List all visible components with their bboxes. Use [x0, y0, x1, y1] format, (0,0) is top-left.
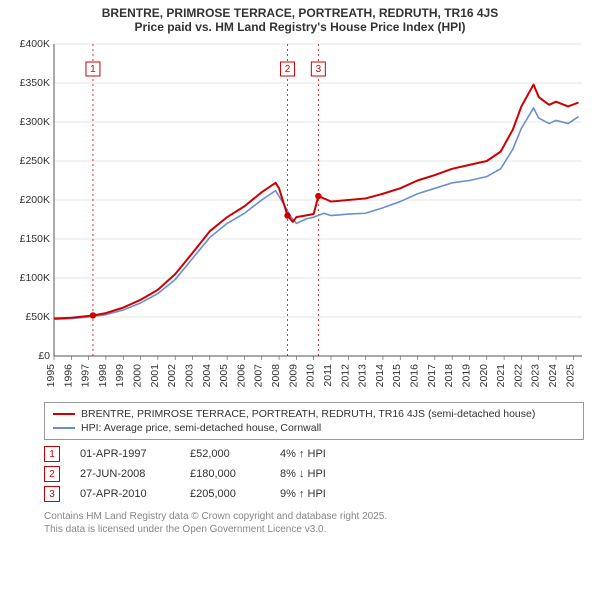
- event-date: 01-APR-1997: [80, 448, 170, 460]
- svg-text:2003: 2003: [183, 364, 195, 388]
- svg-text:2013: 2013: [357, 364, 369, 388]
- svg-text:2006: 2006: [235, 364, 247, 388]
- title-line-1: BRENTRE, PRIMROSE TERRACE, PORTREATH, RE…: [10, 6, 590, 20]
- svg-text:2005: 2005: [218, 364, 230, 388]
- svg-text:2002: 2002: [166, 364, 178, 388]
- svg-text:£400K: £400K: [20, 38, 50, 50]
- event-number-badge: 3: [44, 486, 60, 502]
- svg-text:2022: 2022: [512, 364, 524, 388]
- event-date: 27-JUN-2008: [80, 468, 170, 480]
- svg-text:1997: 1997: [80, 364, 92, 388]
- footnote-line: This data is licensed under the Open Gov…: [44, 523, 584, 536]
- svg-text:£300K: £300K: [20, 116, 50, 128]
- svg-text:2020: 2020: [478, 364, 490, 388]
- svg-text:1: 1: [90, 64, 96, 75]
- title-line-2: Price paid vs. HM Land Registry's House …: [10, 20, 590, 34]
- svg-text:2015: 2015: [391, 364, 403, 388]
- legend-label: BRENTRE, PRIMROSE TERRACE, PORTREATH, RE…: [81, 408, 535, 420]
- svg-text:2011: 2011: [322, 364, 334, 387]
- event-change: 4% ↑ HPI: [280, 448, 360, 460]
- svg-text:2004: 2004: [201, 364, 213, 388]
- event-number-badge: 2: [44, 466, 60, 482]
- svg-text:2025: 2025: [564, 364, 576, 388]
- svg-text:£0: £0: [38, 350, 50, 362]
- svg-text:£100K: £100K: [20, 272, 50, 284]
- svg-text:£50K: £50K: [25, 311, 50, 323]
- legend: BRENTRE, PRIMROSE TERRACE, PORTREATH, RE…: [44, 402, 584, 440]
- svg-text:£250K: £250K: [20, 155, 50, 167]
- legend-row: BRENTRE, PRIMROSE TERRACE, PORTREATH, RE…: [53, 407, 575, 421]
- svg-text:£150K: £150K: [20, 233, 50, 245]
- chart-area: £0 £50K £100K £150K £200K £250K £300K £350K £400…: [10, 36, 590, 396]
- svg-text:2012: 2012: [339, 364, 351, 388]
- svg-text:2000: 2000: [132, 364, 144, 388]
- svg-text:2010: 2010: [305, 364, 317, 388]
- svg-text:2016: 2016: [409, 364, 421, 388]
- svg-text:1996: 1996: [62, 364, 74, 388]
- event-number-badge: 1: [44, 446, 60, 462]
- legend-row: HPI: Average price, semi-detached house,…: [53, 421, 575, 435]
- svg-text:2024: 2024: [547, 364, 559, 388]
- event-row: 2 27-JUN-2008 £180,000 8% ↓ HPI: [44, 464, 584, 484]
- chart-svg: £0 £50K £100K £150K £200K £250K £300K £350K £400…: [10, 36, 590, 396]
- legend-swatch: [53, 413, 75, 415]
- event-row: 3 07-APR-2010 £205,000 9% ↑ HPI: [44, 484, 584, 504]
- event-price: £205,000: [190, 488, 260, 500]
- svg-text:2: 2: [285, 64, 291, 75]
- svg-text:1998: 1998: [97, 364, 109, 388]
- svg-text:2008: 2008: [270, 364, 282, 388]
- event-change: 8% ↓ HPI: [280, 468, 360, 480]
- svg-text:1995: 1995: [45, 364, 57, 388]
- svg-text:2001: 2001: [149, 364, 161, 388]
- legend-label: HPI: Average price, semi-detached house,…: [81, 422, 321, 434]
- footnote: Contains HM Land Registry data © Crown c…: [44, 510, 584, 536]
- svg-text:1999: 1999: [114, 364, 126, 388]
- svg-text:2018: 2018: [443, 364, 455, 388]
- svg-text:2009: 2009: [287, 364, 299, 388]
- event-change: 9% ↑ HPI: [280, 488, 360, 500]
- event-date: 07-APR-2010: [80, 488, 170, 500]
- chart-title-block: BRENTRE, PRIMROSE TERRACE, PORTREATH, RE…: [0, 0, 600, 36]
- svg-text:£200K: £200K: [20, 194, 50, 206]
- svg-text:2019: 2019: [460, 364, 472, 388]
- svg-text:2021: 2021: [495, 364, 507, 388]
- event-price: £180,000: [190, 468, 260, 480]
- svg-text:3: 3: [316, 64, 322, 75]
- event-row: 1 01-APR-1997 £52,000 4% ↑ HPI: [44, 444, 584, 464]
- svg-text:2023: 2023: [530, 364, 542, 388]
- legend-swatch: [53, 427, 75, 429]
- svg-text:2017: 2017: [426, 364, 438, 388]
- svg-text:£350K: £350K: [20, 77, 50, 89]
- events-table: 1 01-APR-1997 £52,000 4% ↑ HPI 2 27-JUN-…: [44, 444, 584, 504]
- footnote-line: Contains HM Land Registry data © Crown c…: [44, 510, 584, 523]
- event-price: £52,000: [190, 448, 260, 460]
- svg-text:2007: 2007: [253, 364, 265, 388]
- svg-text:2014: 2014: [374, 364, 386, 388]
